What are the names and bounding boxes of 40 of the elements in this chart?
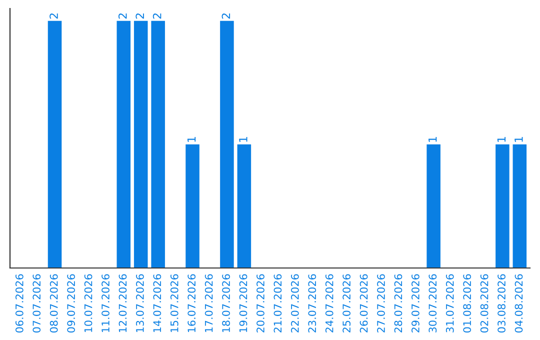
x-tick-label: 15.07.2026 (170, 274, 178, 332)
x-tick-label: 11.07.2026 (102, 274, 110, 332)
data-label: 1 (514, 136, 523, 142)
data-label: 1 (187, 136, 196, 142)
x-tick-label: 24.07.2026 (325, 274, 334, 332)
data-label: 2 (118, 14, 127, 19)
x-tick-label: 29.07.2026 (412, 274, 420, 332)
x-tick-label: 20.07.2026 (256, 274, 264, 332)
data-label: 2 (50, 14, 58, 19)
data-label: 2 (152, 14, 162, 19)
x-tick-label: 07.07.2026 (32, 274, 41, 333)
x-tick-label: 30.07.2026 (428, 274, 437, 332)
x-tick-label: 21.07.2026 (274, 274, 282, 332)
data-label: 1 (497, 136, 506, 142)
x-tick-label: 31.07.2026 (446, 274, 454, 332)
x-tick-label: 26.07.2026 (360, 274, 368, 332)
x-tick-label: 01.08.2026 (463, 274, 472, 333)
x-tick-label: 13.07.2026 (136, 274, 144, 332)
x-tick-label: 19.07.2026 (239, 274, 248, 332)
x-tick-label: 28.07.2026 (394, 274, 402, 332)
x-tick-label: 06.07.2026 (15, 274, 24, 333)
x-tick-label: 18.07.2026 (222, 274, 230, 332)
x-tick-label: 02.08.2026 (480, 274, 488, 333)
x-tick-label: 17.07.2026 (204, 274, 213, 332)
x-tick-label: 04.08.2026 (514, 274, 523, 333)
x-tick-label: 09.07.2026 (67, 274, 76, 333)
x-tick-label: 27.07.2026 (377, 274, 385, 332)
data-label: 1 (428, 136, 437, 142)
data-label: 1 (239, 136, 248, 142)
x-tick-label: 22.07.2026 (290, 274, 299, 332)
x-tick-label: 08.07.2026 (50, 274, 58, 333)
data-label: 2 (222, 14, 230, 19)
x-tick-label: 14.07.2026 (153, 274, 162, 332)
x-tick-label: 16.07.2026 (188, 274, 196, 332)
x-tick-label: 10.07.2026 (84, 274, 92, 332)
x-tick-label: 12.07.2026 (118, 274, 127, 332)
data-label: 2 (136, 14, 144, 19)
x-tick-label: 03.08.2026 (498, 274, 506, 333)
x-tick-label: 25.07.2026 (342, 274, 351, 332)
x-tick-label: 23.07.2026 (308, 274, 316, 332)
